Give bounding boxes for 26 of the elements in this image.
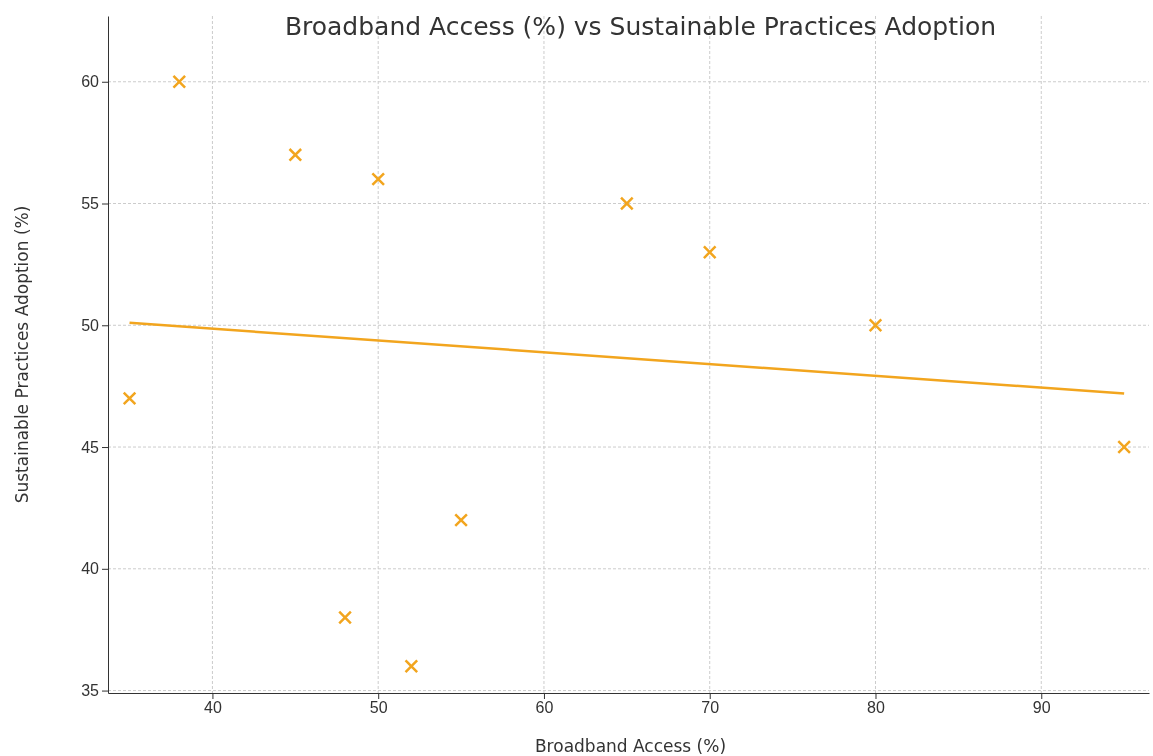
y-tick-label: 45 [81,438,100,456]
point [172,74,187,89]
y-tick-label: 50 [81,316,100,334]
y-tick-label: 35 [81,682,100,700]
x-tick-label: 40 [204,699,222,717]
point [1117,439,1132,455]
x-axis-title: Broadband Access (%) [534,736,727,756]
x-tick-label: 60 [535,699,554,717]
point [454,513,469,528]
point [619,196,634,211]
y-tick-label: 55 [81,195,100,213]
point [337,610,353,625]
point [404,659,419,674]
chart-title: Broadband Access (%) vs Sustainable Practices Adoption [284,12,997,41]
x-tick-label: 90 [1032,699,1051,717]
x-tick-label: 80 [867,699,885,717]
y-tick-label: 60 [81,73,100,91]
point [288,147,303,162]
point [868,318,883,333]
y-axis-title: Sustainable Practices Adoption (%) [12,205,32,504]
x-tick-label: 70 [701,699,720,717]
x-tick-label: 50 [369,699,388,717]
point [122,391,137,406]
y-tick-label: 40 [81,560,100,578]
point [702,245,717,260]
point [371,172,386,187]
